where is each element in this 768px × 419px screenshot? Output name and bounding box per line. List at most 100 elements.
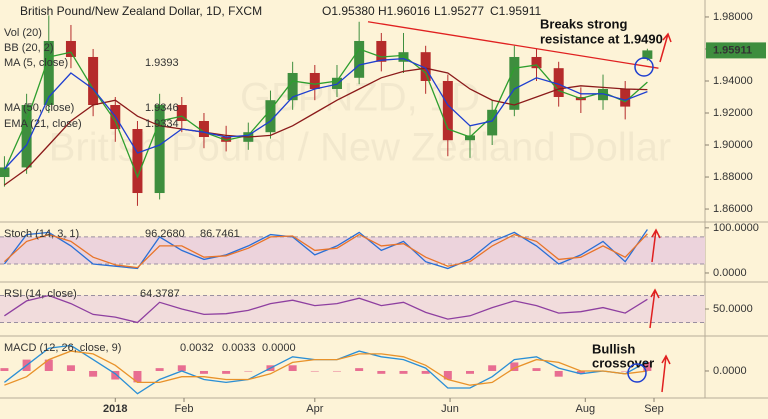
- legend-label: BB (20, 2): [4, 42, 54, 54]
- legend-value: 1.9393: [145, 57, 179, 69]
- series-line: [3, 229, 648, 270]
- series-line: [4, 294, 648, 324]
- price-label: 1.95911: [713, 44, 752, 56]
- band: [0, 236, 705, 264]
- trendline: [367, 21, 659, 69]
- candle-body: [132, 129, 143, 194]
- arrow: [661, 354, 671, 393]
- legend-value: 1.9346: [145, 102, 179, 114]
- candle-body: [176, 104, 187, 122]
- arrows: [649, 32, 672, 393]
- x-tick-label: Sep: [644, 403, 664, 415]
- legend-value: 96.2680: [145, 228, 185, 240]
- y-tick-label: 1.90000: [713, 139, 753, 151]
- y-tick-label: 1.86000: [713, 203, 753, 215]
- candle-body: [598, 88, 609, 101]
- histogram-bar: [155, 368, 164, 371]
- histogram-bar: [66, 365, 75, 371]
- histogram-bar: [399, 370, 408, 374]
- histogram-bar: [554, 370, 563, 377]
- chart-title: British Pound/New Zealand Dollar, 1D, FX…: [20, 4, 262, 18]
- candle-body: [531, 56, 542, 69]
- candle-body: [642, 50, 653, 59]
- candle-body: [354, 40, 365, 78]
- candle-body: [309, 72, 320, 89]
- legend-value: 0.0033: [222, 342, 256, 354]
- histogram-bar: [532, 368, 541, 371]
- indicator-title: Stoch (14, 3, 1): [4, 228, 79, 240]
- x-tick-label: Apr: [306, 403, 323, 415]
- legend-value: 0.0000: [262, 342, 296, 354]
- indicator-title: RSI (14, close): [4, 288, 77, 300]
- candle-body: [465, 135, 475, 141]
- candle-body: [620, 88, 631, 107]
- highlight-circle: [634, 57, 654, 77]
- annotation: Bullish: [592, 341, 635, 356]
- histogram-bar: [310, 370, 319, 372]
- histogram-bar: [332, 370, 341, 372]
- arrow: [651, 228, 661, 263]
- legend-value: 64.3787: [140, 288, 180, 300]
- candle-body: [553, 68, 564, 97]
- indicator-title: MACD (12, 26, close, 9): [4, 342, 121, 354]
- histogram-bar: [0, 368, 9, 371]
- arrow: [649, 288, 660, 329]
- candle-body: [154, 104, 165, 194]
- annotation: Breaks strong: [540, 16, 627, 31]
- candle-body: [376, 40, 387, 62]
- y-tick-label: 0.0000: [713, 365, 747, 377]
- histogram-bar: [621, 370, 630, 372]
- annotation: crossover: [592, 355, 654, 370]
- arrow: [659, 32, 672, 63]
- series-line: [3, 57, 648, 170]
- x-tick-label: 2018: [103, 403, 127, 415]
- y-tick-label: 50.0000: [713, 303, 753, 315]
- x-tick-label: Jun: [441, 403, 459, 415]
- histogram-bar: [222, 370, 231, 374]
- candle-body: [21, 104, 32, 168]
- legend-label: MA (5, close): [4, 57, 68, 69]
- histogram-bar: [244, 370, 253, 372]
- candle-body: [398, 52, 409, 62]
- series-line: [3, 233, 648, 269]
- candle-body: [221, 137, 232, 142]
- candle-body: [487, 109, 498, 136]
- candle-body: [442, 80, 453, 141]
- histogram-bar: [576, 370, 585, 374]
- candle-body: [43, 40, 54, 105]
- highlight-circle: [627, 363, 647, 383]
- candle-body: [198, 121, 209, 138]
- histogram-bar: [133, 370, 142, 383]
- histogram-bar: [510, 362, 519, 371]
- histogram-bar: [288, 365, 297, 371]
- legend-label: MA (50, close): [4, 102, 74, 114]
- ohlc-value: L1.95277: [434, 4, 484, 18]
- histogram-bar: [488, 365, 497, 371]
- histogram-bar: [44, 359, 53, 371]
- histogram-bar: [177, 365, 186, 371]
- candle-body: [0, 167, 10, 178]
- histogram-bar: [89, 370, 98, 377]
- histogram-bar: [199, 370, 208, 374]
- ohlc-value: O1.95380: [322, 4, 375, 18]
- histogram-bar: [421, 370, 430, 374]
- y-tick-label: 0.0000: [713, 267, 747, 279]
- candle-body: [88, 56, 99, 105]
- histogram-bar: [111, 370, 120, 380]
- y-tick-label: 1.94000: [713, 75, 753, 87]
- candle-body: [420, 52, 431, 81]
- plot-layer: 1.860001.880001.900001.920001.940001.960…: [0, 4, 766, 415]
- y-tick-label: 1.98000: [713, 11, 753, 23]
- candle-body: [65, 40, 76, 57]
- histogram-bar: [443, 370, 452, 380]
- histogram-bar: [643, 361, 652, 371]
- legend-label: Vol (20): [4, 27, 42, 39]
- series-line: [4, 350, 648, 386]
- ohlc-value: C1.95911: [490, 4, 541, 18]
- series-line: [4, 67, 648, 186]
- legend-value: 0.0032: [180, 342, 214, 354]
- histogram-bar: [355, 368, 364, 371]
- histogram-bar: [377, 370, 386, 374]
